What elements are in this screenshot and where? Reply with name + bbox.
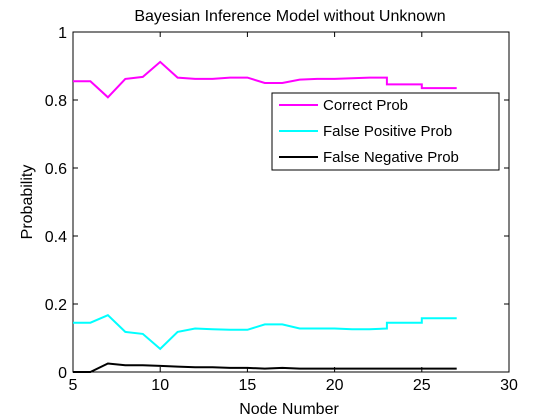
x-tick-label: 30 bbox=[500, 377, 518, 394]
x-tick-label: 5 bbox=[69, 377, 78, 394]
y-axis-label: Probability bbox=[19, 165, 36, 240]
y-tick-label: 0.6 bbox=[45, 161, 67, 178]
y-tick-label: 0.2 bbox=[45, 297, 67, 314]
series-lines bbox=[73, 60, 457, 373]
series-line-0 bbox=[73, 60, 457, 99]
y-tick-label: 0.8 bbox=[45, 93, 67, 110]
y-tick-label: 0 bbox=[58, 365, 67, 382]
x-tick-label: 25 bbox=[413, 377, 431, 394]
x-tick-label: 20 bbox=[326, 377, 344, 394]
x-tick-label: 15 bbox=[239, 377, 257, 394]
y-tick-label: 0.4 bbox=[45, 229, 67, 246]
plot-area bbox=[72, 31, 510, 373]
x-axis-label: Node Number bbox=[239, 401, 339, 418]
legend-label-0: Correct Prob bbox=[323, 97, 408, 114]
legend: Correct Prob False Positive Prob False Neg… bbox=[271, 92, 500, 171]
y-tick-label: 1 bbox=[58, 25, 67, 42]
x-tick-label: 10 bbox=[151, 377, 169, 394]
series-line-2 bbox=[73, 362, 457, 373]
legend-label-2: False Negative Prob bbox=[323, 149, 459, 166]
series-line-1 bbox=[73, 314, 457, 351]
chart-title: Bayesian Inference Model without Unknown bbox=[134, 8, 445, 25]
legend-label-1: False Positive Prob bbox=[323, 123, 452, 140]
axis-ticks: 5 10 15 20 25 30 0 0.2 0.4 0.6 0.8 1 bbox=[45, 25, 518, 394]
